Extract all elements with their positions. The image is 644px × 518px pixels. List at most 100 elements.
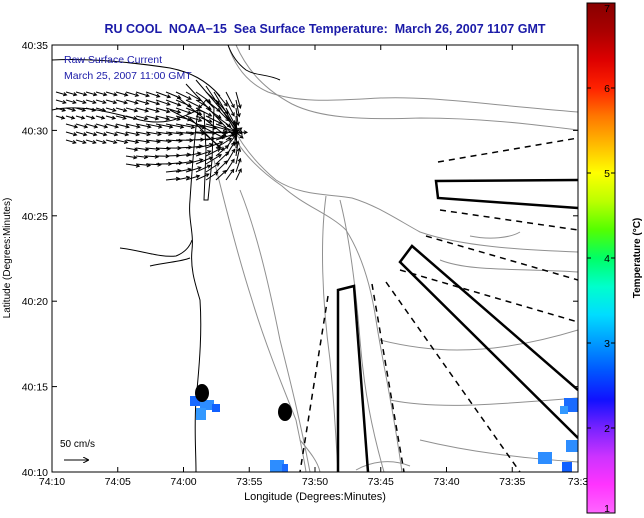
y-tick-label: 40:10 (22, 467, 48, 479)
current-vector (195, 156, 214, 165)
current-vector (135, 115, 149, 121)
current-vector (95, 139, 107, 145)
current-vector (175, 123, 196, 130)
dashed-line (425, 235, 578, 281)
current-vector (145, 99, 161, 106)
current-vector (125, 107, 139, 113)
current-vector (125, 155, 138, 160)
x-axis-ticks: 74:10 74:05 74:00 73:55 73:50 73:45 73:40 73:35… (39, 45, 589, 488)
current-vector (75, 139, 87, 145)
x-tick-label: 73:50 (302, 476, 328, 488)
survey-dashed-lines (299, 137, 578, 472)
current-vector (115, 99, 129, 105)
dashed-line (371, 283, 405, 472)
contour-line (227, 45, 578, 113)
x-tick-label: 74:05 (105, 476, 131, 488)
current-vector (85, 123, 99, 129)
y-axis-ticks: 40:35 40:30 40:25 40:20 40:15 40:10 (22, 40, 578, 479)
current-vector (85, 115, 96, 120)
contour-line (379, 329, 578, 351)
dashed-line (439, 209, 578, 231)
current-vector (65, 123, 79, 129)
scale-label: 50 cm/s (60, 439, 95, 450)
current-vector (155, 115, 171, 121)
sst-pixel (566, 440, 578, 452)
map-panel: Raw Surface Current March 25, 2007 11:00… (2, 40, 588, 503)
current-vector (135, 154, 149, 160)
current-vector (65, 107, 77, 112)
current-vector (145, 115, 160, 121)
colorbar-ticks: 1 2 3 4 5 6 7 (587, 2, 615, 515)
current-vector (205, 171, 219, 181)
coastline-long-island (227, 45, 281, 81)
current-vector (195, 173, 210, 181)
current-vector (95, 99, 107, 105)
current-vector (55, 115, 66, 120)
survey-box (336, 284, 370, 472)
station-marker (278, 403, 292, 421)
current-vector (185, 174, 201, 181)
current-vector (165, 107, 182, 114)
colorbar-tick-label: 6 (604, 83, 610, 95)
current-vector (145, 91, 161, 98)
contour-line (439, 259, 578, 273)
current-vector (115, 139, 129, 145)
current-vector (195, 107, 213, 117)
colorbar-tick-label: 7 (604, 3, 610, 15)
current-vector (115, 91, 129, 97)
sst-pixel (282, 464, 288, 472)
current-vector (235, 140, 240, 157)
current-vector (205, 148, 222, 157)
current-vector (65, 139, 77, 145)
current-vector (125, 123, 141, 129)
current-vector (125, 131, 141, 137)
current-vector (85, 131, 98, 137)
current-vector (155, 91, 172, 99)
annotation-line-1: Raw Surface Current (64, 54, 162, 66)
current-vector (195, 164, 212, 173)
current-vector (105, 91, 118, 97)
current-vector (65, 115, 76, 120)
x-tick-label: 73:35 (499, 476, 525, 488)
current-vector (235, 168, 242, 181)
current-vector (105, 131, 119, 137)
current-vector (215, 151, 230, 165)
current-vector (105, 115, 117, 120)
colorbar-scale (586, 2, 616, 514)
colorbar-label: Temperature (°C) (632, 218, 643, 299)
current-vector (135, 139, 151, 144)
contour-line (213, 159, 307, 472)
current-vector (185, 83, 235, 137)
current-vector (155, 99, 171, 106)
current-vector (105, 123, 120, 129)
current-vector (215, 145, 230, 157)
current-vector (85, 139, 97, 145)
current-vector (215, 169, 227, 181)
colorbar-tick-label: 1 (604, 503, 610, 515)
current-vector (125, 99, 139, 105)
current-vector (235, 99, 241, 118)
current-vector (205, 162, 221, 173)
colorbar-tick-label: 3 (604, 338, 610, 350)
sst-pixels (190, 396, 578, 472)
current-vector (85, 107, 97, 112)
current-vector (125, 91, 140, 97)
current-vector (75, 107, 87, 112)
sst-pixel (190, 396, 200, 406)
current-vector (215, 91, 228, 107)
current-vector (65, 91, 78, 97)
dashed-line (399, 269, 578, 323)
coastline-shrewsbury-river (119, 239, 193, 267)
bathymetry-contours (213, 45, 578, 472)
sst-pixel (212, 404, 220, 412)
dashed-line (299, 295, 329, 472)
y-tick-label: 40:30 (22, 125, 48, 137)
current-vector (145, 131, 162, 137)
y-tick-label: 40:15 (22, 382, 48, 394)
current-vector (175, 91, 192, 100)
x-tick-label: 73:3 (568, 476, 589, 488)
contour-line (229, 129, 403, 472)
contour-line (469, 231, 521, 239)
current-vector (185, 166, 202, 173)
current-vector (185, 158, 204, 165)
